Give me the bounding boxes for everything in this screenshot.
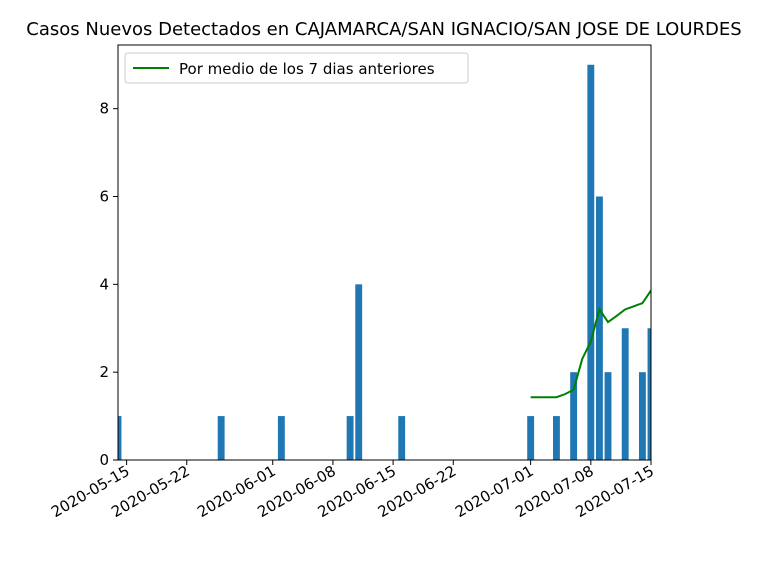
bar	[587, 64, 595, 460]
bar	[553, 416, 560, 460]
bars	[118, 64, 651, 460]
bar	[570, 372, 578, 460]
y-tick-label: 4	[99, 275, 109, 293]
bar	[346, 416, 354, 460]
bar	[527, 416, 535, 460]
y-tick-label: 6	[99, 188, 109, 206]
series-line	[530, 289, 651, 399]
plot-frame	[117, 44, 652, 461]
bar	[277, 416, 285, 460]
legend-box	[124, 52, 469, 84]
y-tick-label: 2	[99, 363, 109, 381]
legend-label: Por medio de los 7 dias anteriores	[179, 60, 435, 78]
bar	[604, 372, 612, 460]
bar	[595, 196, 603, 460]
bar	[398, 416, 406, 460]
plot-area	[118, 64, 651, 460]
bar	[638, 372, 646, 460]
y-tick-label: 0	[99, 451, 109, 469]
bar	[621, 328, 629, 460]
legend: Por medio de los 7 dias anteriores	[124, 52, 469, 84]
bar	[355, 284, 363, 460]
y-tick-label: 8	[99, 100, 109, 118]
bar	[118, 416, 122, 460]
bar	[647, 328, 651, 460]
bar	[217, 416, 225, 460]
chart-title: Casos Nuevos Detectados en CAJAMARCA/SAN…	[26, 19, 741, 40]
